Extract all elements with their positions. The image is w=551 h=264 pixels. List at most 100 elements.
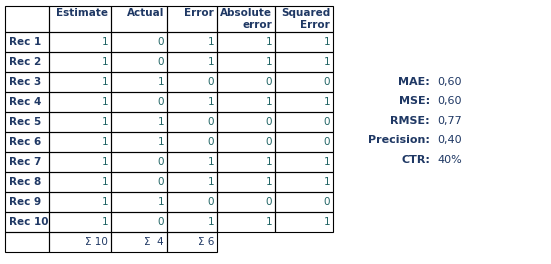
Text: 1: 1 [101, 57, 108, 67]
Text: 1: 1 [323, 37, 330, 47]
Text: 0: 0 [323, 117, 330, 127]
Text: 1: 1 [101, 177, 108, 187]
Text: 1: 1 [207, 157, 214, 167]
Bar [275, 92, 333, 112]
Text: 1: 1 [266, 177, 272, 187]
Bar [167, 112, 217, 132]
Text: 0: 0 [208, 197, 214, 207]
Bar [111, 132, 167, 152]
Bar [49, 92, 111, 112]
Bar [217, 172, 275, 192]
Text: 1: 1 [266, 97, 272, 107]
Text: Rec 5: Rec 5 [9, 117, 41, 127]
Bar [217, 192, 275, 212]
Bar [111, 92, 167, 112]
Bar [49, 112, 111, 132]
Text: 1: 1 [266, 57, 272, 67]
Bar [275, 72, 333, 92]
Bar [49, 6, 111, 32]
Bar [111, 192, 167, 212]
Bar [217, 152, 275, 172]
Text: 1: 1 [158, 77, 164, 87]
Bar [217, 32, 275, 52]
Text: 1: 1 [158, 117, 164, 127]
Bar [217, 92, 275, 112]
Bar [5, 112, 49, 132]
Text: 0: 0 [158, 97, 164, 107]
Text: 1: 1 [323, 157, 330, 167]
Text: 1: 1 [207, 57, 214, 67]
Bar [49, 172, 111, 192]
Bar [5, 212, 49, 232]
Text: 1: 1 [101, 37, 108, 47]
Bar [167, 32, 217, 52]
Text: 1: 1 [207, 37, 214, 47]
Text: 0: 0 [266, 137, 272, 147]
Bar [49, 32, 111, 52]
Bar [217, 112, 275, 132]
Text: 0: 0 [266, 77, 272, 87]
Text: 0: 0 [323, 77, 330, 87]
Text: Σ 10: Σ 10 [85, 237, 108, 247]
Text: 1: 1 [101, 97, 108, 107]
Text: Estimate: Estimate [56, 8, 108, 18]
Text: 1: 1 [101, 77, 108, 87]
Text: 0: 0 [208, 117, 214, 127]
Bar [49, 212, 111, 232]
Bar [5, 172, 49, 192]
Bar [5, 72, 49, 92]
Text: Error: Error [184, 8, 214, 18]
Bar [5, 192, 49, 212]
Bar [111, 232, 167, 252]
Text: 0: 0 [158, 57, 164, 67]
Text: Rec 6: Rec 6 [9, 137, 41, 147]
Bar [5, 32, 49, 52]
Text: 1: 1 [101, 157, 108, 167]
Bar [167, 192, 217, 212]
Bar [5, 6, 49, 32]
Text: 1: 1 [207, 217, 214, 227]
Bar [167, 172, 217, 192]
Text: 1: 1 [266, 157, 272, 167]
Bar [167, 92, 217, 112]
Bar [275, 192, 333, 212]
Bar [49, 152, 111, 172]
Text: 0,40: 0,40 [437, 135, 462, 145]
Text: 1: 1 [323, 217, 330, 227]
Bar [217, 72, 275, 92]
Bar [217, 212, 275, 232]
Text: 1: 1 [266, 217, 272, 227]
Bar [167, 6, 217, 32]
Text: 40%: 40% [437, 155, 462, 164]
Bar [111, 72, 167, 92]
Bar [5, 132, 49, 152]
Text: Rec 3: Rec 3 [9, 77, 41, 87]
Text: 1: 1 [207, 97, 214, 107]
Text: 0,60: 0,60 [437, 77, 462, 87]
Text: Σ 6: Σ 6 [198, 237, 214, 247]
Bar [5, 232, 49, 252]
Bar [111, 6, 167, 32]
Bar [111, 212, 167, 232]
Text: Rec 2: Rec 2 [9, 57, 41, 67]
Text: 0: 0 [266, 117, 272, 127]
Text: 0: 0 [266, 197, 272, 207]
Bar [217, 52, 275, 72]
Text: 0: 0 [158, 177, 164, 187]
Text: 0: 0 [208, 77, 214, 87]
Text: MSE:: MSE: [399, 96, 430, 106]
Bar [49, 52, 111, 72]
Bar [49, 132, 111, 152]
Text: 1: 1 [101, 197, 108, 207]
Bar [167, 72, 217, 92]
Text: Absolute: Absolute [220, 8, 272, 18]
Bar [49, 192, 111, 212]
Text: Actual: Actual [127, 8, 164, 18]
Text: 0: 0 [158, 157, 164, 167]
Bar [111, 112, 167, 132]
Text: CTR:: CTR: [401, 155, 430, 164]
Text: Precision:: Precision: [368, 135, 430, 145]
Text: 0: 0 [158, 37, 164, 47]
Bar [111, 172, 167, 192]
Bar [217, 6, 275, 32]
